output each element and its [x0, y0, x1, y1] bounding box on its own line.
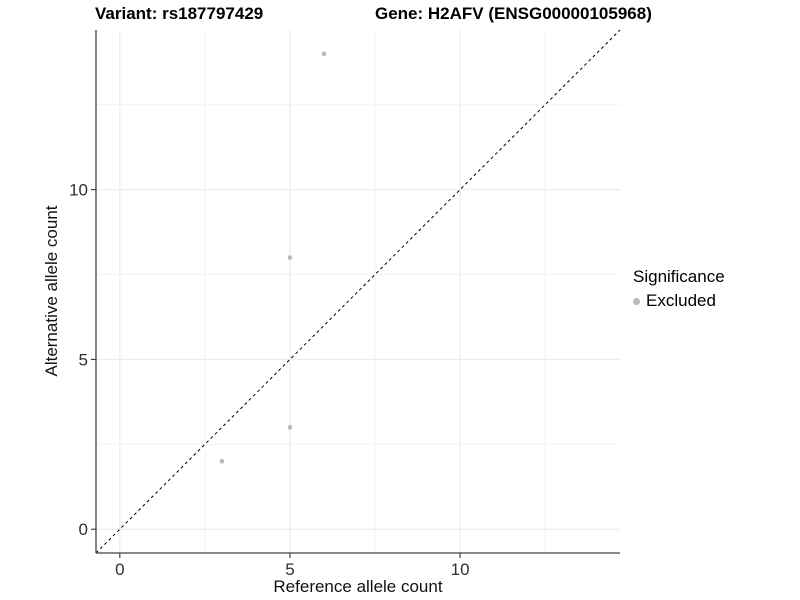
data-point — [321, 51, 327, 57]
gene-title: Gene: H2AFV (ENSG00000105968) — [375, 4, 652, 23]
y-axis-title: Alternative allele count — [42, 205, 61, 377]
legend-item-label: Excluded — [646, 291, 716, 310]
identity-line — [95, 29, 621, 554]
data-point — [287, 255, 293, 260]
y-tick-label: 0 — [79, 520, 88, 539]
y-tick-label: 5 — [79, 350, 88, 369]
x-tick-label: 5 — [285, 560, 294, 579]
data-point — [219, 459, 225, 464]
x-axis-title: Reference allele count — [273, 577, 443, 596]
legend-item-excluded: Excluded — [633, 291, 725, 311]
data-point — [287, 425, 293, 430]
excluded-point-icon — [633, 297, 640, 305]
legend-title: Significance — [633, 267, 725, 286]
x-tick-label: 10 — [451, 560, 470, 579]
variant-title: Variant: rs187797429 — [95, 4, 264, 23]
y-tick-label: 10 — [69, 181, 88, 200]
legend: Significance Excluded — [633, 267, 725, 311]
x-tick-label: 0 — [115, 560, 124, 579]
